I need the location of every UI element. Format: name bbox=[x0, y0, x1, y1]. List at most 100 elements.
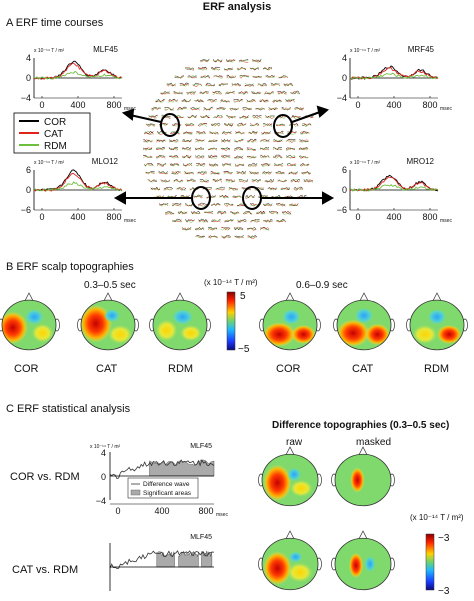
sensor-trace bbox=[260, 163, 271, 167]
significant-area bbox=[201, 550, 213, 568]
colorbar-c bbox=[425, 533, 435, 591]
sensor-trace bbox=[229, 107, 239, 111]
row2-label: CAT vs. RDM bbox=[12, 564, 78, 576]
sensor-trace bbox=[187, 75, 197, 79]
legend-rdm: RDM bbox=[44, 141, 67, 152]
sensor-trace bbox=[251, 91, 261, 95]
sensor-trace bbox=[155, 147, 166, 151]
sensor-trace bbox=[230, 211, 240, 215]
sensor-trace bbox=[267, 187, 277, 191]
unit-label: x 10⁻¹⁴ T / m² bbox=[34, 48, 64, 54]
ytick-label: 0 bbox=[342, 73, 347, 83]
sensor-trace bbox=[197, 66, 208, 70]
topo-b-3 bbox=[149, 292, 211, 351]
xtick-label: 800 bbox=[198, 506, 213, 516]
sensor-trace bbox=[248, 130, 258, 135]
sensor-trace bbox=[219, 195, 229, 199]
sensor-trace bbox=[246, 148, 257, 151]
sensor-trace bbox=[286, 162, 297, 167]
sensor-trace bbox=[303, 178, 313, 183]
legend-significant-areas: Significant areas bbox=[143, 490, 192, 497]
sensor-trace bbox=[282, 211, 292, 215]
sensor-trace bbox=[142, 148, 153, 151]
sensor-trace bbox=[169, 163, 180, 167]
sensor-trace bbox=[199, 91, 209, 94]
sensor-trace bbox=[233, 226, 244, 231]
xunit-label: msec bbox=[440, 218, 452, 224]
xtick-label: 400 bbox=[386, 100, 401, 110]
sensor-trace bbox=[236, 124, 247, 127]
sensor-trace bbox=[248, 131, 258, 135]
sensor-trace bbox=[208, 155, 218, 159]
sensor-trace bbox=[248, 163, 258, 167]
sensor-trace bbox=[252, 114, 262, 117]
sensor-trace bbox=[172, 219, 182, 223]
sensor-trace bbox=[275, 124, 286, 127]
sensor-trace bbox=[208, 139, 218, 143]
sensor-trace bbox=[298, 147, 309, 150]
sensor-trace bbox=[228, 187, 238, 191]
ytick-label: 0 bbox=[26, 73, 31, 83]
sensor-trace bbox=[144, 131, 154, 135]
sensor-trace bbox=[263, 203, 273, 207]
sensor-trace bbox=[211, 219, 221, 223]
sensor-trace bbox=[198, 218, 208, 223]
sensor-trace bbox=[242, 107, 252, 111]
sensor-trace bbox=[221, 163, 232, 166]
xunit-label: msec bbox=[124, 218, 136, 224]
sensor-trace bbox=[213, 116, 223, 119]
sensor-trace bbox=[278, 75, 288, 79]
sensor-trace bbox=[235, 131, 245, 135]
sensor-trace bbox=[298, 147, 309, 151]
sensor-trace bbox=[203, 211, 214, 215]
sensor-trace bbox=[288, 123, 299, 127]
sensor-trace bbox=[245, 195, 255, 199]
xtick-label: 0 bbox=[39, 212, 44, 222]
sensor-trace bbox=[195, 227, 205, 231]
sensor-trace bbox=[246, 99, 256, 103]
sensor-trace bbox=[286, 163, 297, 167]
sensor-trace bbox=[233, 147, 244, 151]
sensor-trace bbox=[209, 131, 219, 135]
ytick-label: −4 bbox=[96, 496, 106, 506]
sensor-trace bbox=[251, 178, 261, 182]
sensor-trace bbox=[249, 67, 260, 71]
colorbar-b-unit: (x 10⁻¹⁴ T / m²) bbox=[204, 278, 258, 287]
sensor-trace bbox=[215, 187, 225, 191]
sensor-trace bbox=[205, 83, 215, 87]
sensor-trace bbox=[249, 171, 259, 175]
sensor-trace bbox=[200, 59, 210, 62]
sensor-trace bbox=[238, 91, 248, 95]
sensor-trace bbox=[143, 156, 153, 159]
sensor-trace bbox=[190, 107, 200, 110]
stat-plot-1: MLF45 x 10⁻¹⁴ T / m²4 0 −4 0 400 800 msec Differ… bbox=[90, 443, 228, 518]
sensor-trace bbox=[192, 83, 202, 87]
sensor-trace bbox=[207, 147, 218, 151]
sensor-trace bbox=[262, 67, 273, 71]
sensor-trace bbox=[207, 154, 218, 159]
colorbar-c-min: −3 bbox=[438, 586, 450, 597]
sensor-trace bbox=[225, 91, 235, 95]
sensor-trace bbox=[182, 154, 192, 159]
sensor-trace bbox=[204, 211, 214, 215]
sensor-trace bbox=[223, 171, 233, 175]
sensor-trace bbox=[184, 123, 195, 126]
sensor-trace bbox=[142, 147, 153, 151]
sensor-trace bbox=[278, 75, 288, 78]
sensor-trace bbox=[193, 195, 203, 199]
sensor-trace bbox=[200, 115, 210, 118]
sensor-trace bbox=[181, 147, 192, 151]
panel-b-label: B ERF scalp topographies bbox=[6, 261, 134, 273]
sensor-trace bbox=[290, 91, 300, 95]
xtick-label: 400 bbox=[154, 506, 169, 516]
sensor-trace bbox=[249, 67, 260, 70]
sensor-trace bbox=[245, 195, 255, 199]
sensor-trace bbox=[273, 139, 283, 143]
sensor-trace bbox=[299, 139, 309, 143]
sensor-trace bbox=[210, 123, 221, 127]
sensor-trace bbox=[196, 132, 206, 135]
sensor-trace bbox=[168, 147, 179, 150]
sensor-trace bbox=[169, 163, 180, 167]
sensor-trace bbox=[293, 187, 303, 191]
sensor-trace bbox=[232, 195, 242, 199]
